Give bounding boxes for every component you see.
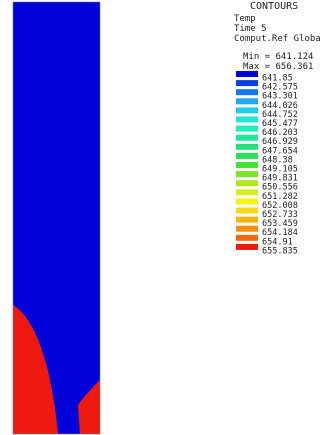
legend-label: 645.477	[262, 119, 298, 129]
legend-label: 653.459	[262, 219, 298, 229]
legend-swatch	[236, 189, 258, 196]
legend-label: 646.929	[262, 137, 298, 147]
reference-frame-label: Comput.Ref Globa	[234, 34, 321, 44]
legend-swatch	[236, 116, 258, 123]
legend-label: 651.282	[262, 192, 298, 202]
contours-title: CONTOURS	[250, 1, 299, 12]
legend-swatch	[236, 134, 258, 141]
legend-swatch	[236, 198, 258, 205]
legend-swatch	[236, 243, 258, 250]
legend-swatch	[236, 98, 258, 105]
legend-label: 654.91	[262, 237, 293, 247]
domain-outline	[12, 1, 101, 435]
legend-label: 643.301	[262, 92, 298, 102]
min-temperature-core	[15, 10, 91, 32]
legend-swatch	[236, 125, 258, 132]
legend-swatch	[236, 107, 258, 114]
legend-label: 654.184	[262, 228, 298, 238]
contour-band	[13, 2, 100, 434]
legend-swatch	[236, 171, 258, 178]
legend-label: 644.752	[262, 110, 298, 120]
legend-swatch	[236, 207, 258, 214]
max-value: Max = 656.361	[243, 62, 314, 72]
legend-label: 642.575	[262, 83, 298, 93]
legend-swatch	[236, 234, 258, 241]
legend-label: 652.733	[262, 210, 298, 220]
legend-label: 649.831	[262, 174, 298, 184]
legend-swatch	[236, 143, 258, 150]
legend-label: 649.105	[262, 165, 298, 175]
max-temperature-region	[13, 305, 58, 434]
max-temperature-region	[78, 380, 100, 434]
legend-label: 644.026	[262, 101, 298, 111]
legend-swatch	[236, 80, 258, 87]
legend-swatch	[236, 162, 258, 168]
legend-label: 647.654	[262, 146, 298, 156]
variable-label: Temp	[234, 14, 256, 24]
legend-label: 650.556	[262, 183, 298, 193]
contour-bands	[12, 1, 101, 435]
time-label: Time 5	[234, 24, 267, 34]
legend-swatch	[236, 180, 258, 187]
legend-swatch	[236, 71, 258, 77]
legend-swatch	[236, 152, 258, 159]
legend-label: 641.85	[262, 74, 293, 84]
legend-label: 648.38	[262, 155, 293, 165]
legend-label: 646.203	[262, 128, 298, 138]
min-value: Min = 641.124	[243, 52, 314, 62]
legend-swatch	[236, 216, 258, 223]
legend-label: 655.835	[262, 246, 298, 256]
legend-swatch	[236, 225, 258, 232]
legend-swatch	[236, 89, 258, 96]
legend-label: 652.008	[262, 201, 298, 211]
